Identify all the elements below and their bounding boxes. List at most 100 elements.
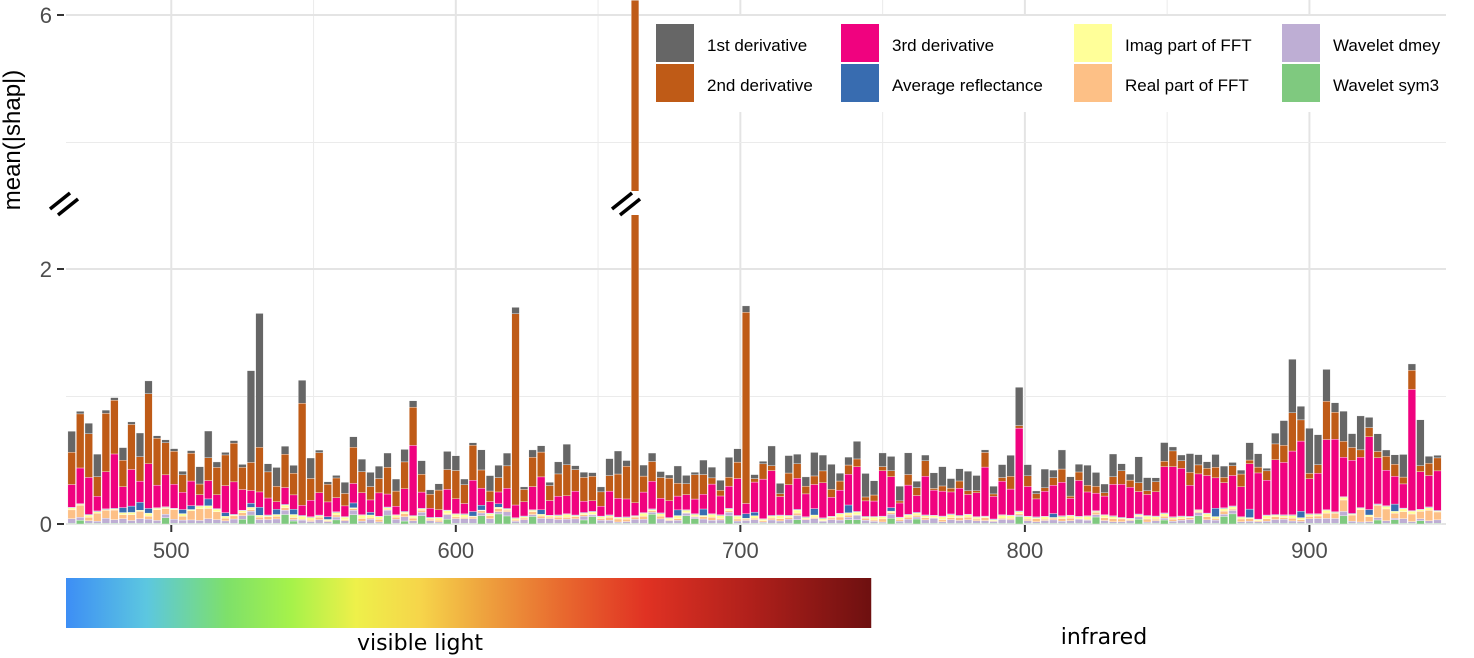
bar-segment xyxy=(844,514,853,518)
bar-segment xyxy=(998,515,1007,519)
bar-segment xyxy=(281,487,290,505)
bar-segment xyxy=(1399,483,1408,509)
bar-segment xyxy=(417,460,426,475)
bar-segment xyxy=(1424,475,1433,508)
bar-segment xyxy=(187,505,196,510)
bar-segment xyxy=(1040,487,1049,492)
bar-segment xyxy=(1424,463,1433,476)
bar-segment xyxy=(904,517,913,520)
bar-segment xyxy=(238,512,247,516)
bar-segment xyxy=(212,461,221,468)
bar-segment xyxy=(1211,519,1220,524)
bar-segment xyxy=(1399,476,1408,485)
bar-segment xyxy=(878,521,887,524)
bar-segment xyxy=(870,516,879,521)
bar-segment xyxy=(699,459,708,475)
bar-segment xyxy=(793,519,802,525)
bar-segment xyxy=(1211,518,1220,521)
bar-segment xyxy=(485,518,494,524)
bar-segment xyxy=(571,465,580,470)
bar-segment xyxy=(153,520,162,524)
bar-segment xyxy=(1382,470,1391,506)
bar-segment xyxy=(1143,518,1152,523)
bar-segment xyxy=(349,447,358,484)
bar-segment xyxy=(1134,456,1143,483)
legend-swatch xyxy=(656,64,694,102)
bar-segment xyxy=(153,435,162,439)
bar-segment xyxy=(622,518,631,522)
bar-segment xyxy=(1262,521,1271,524)
bar-segment xyxy=(750,515,759,519)
bar-segment xyxy=(417,474,426,493)
bar-segment xyxy=(742,513,751,519)
bar-segment xyxy=(349,508,358,511)
bar-segment xyxy=(929,489,938,516)
bar-segment xyxy=(503,511,512,517)
bar-segment xyxy=(1373,517,1382,521)
bar-segment xyxy=(1365,521,1374,524)
bar-segment xyxy=(1151,477,1160,482)
bar-segment xyxy=(1390,519,1399,525)
bar-segment xyxy=(229,442,238,483)
bar-segment xyxy=(1279,517,1288,520)
bar-segment xyxy=(648,452,657,462)
bar-segment xyxy=(614,450,622,475)
bar-segment xyxy=(340,482,349,494)
bar-segment xyxy=(776,520,785,524)
bar-segment xyxy=(503,510,512,513)
bar-segment xyxy=(272,516,281,520)
bar-segment xyxy=(1160,461,1169,467)
bar-segment xyxy=(742,305,751,313)
bar-segment xyxy=(682,513,691,517)
bar-segment xyxy=(1382,508,1391,521)
bar-segment xyxy=(656,515,665,520)
bar-segment xyxy=(221,452,230,456)
bar-segment xyxy=(255,313,264,448)
bar-segment xyxy=(1279,420,1288,446)
bar-segment xyxy=(1305,514,1314,517)
bar-segment xyxy=(1160,519,1169,525)
bar-segment xyxy=(451,498,460,514)
bar-segment xyxy=(451,518,460,524)
bar-segment xyxy=(272,486,281,502)
bar-segment xyxy=(460,484,469,504)
bar-segment xyxy=(545,500,554,516)
bar-segment xyxy=(1032,517,1041,519)
bar-segment xyxy=(323,516,332,520)
bar-segment xyxy=(528,514,537,517)
bar-segment xyxy=(520,489,529,502)
bar-segment xyxy=(998,464,1007,478)
bar-segment xyxy=(776,515,785,519)
bar-segment xyxy=(212,511,221,520)
bar-segment xyxy=(1032,493,1041,500)
bar-segment xyxy=(298,380,307,404)
bar-segment xyxy=(767,515,776,519)
bar-segment xyxy=(1015,427,1024,512)
bar-segment xyxy=(1117,470,1126,485)
bar-segment xyxy=(229,518,238,524)
bar-segment xyxy=(1237,521,1246,524)
bar-segment xyxy=(1109,484,1118,517)
bar-segment xyxy=(426,508,435,518)
x-tick-label: 900 xyxy=(1291,538,1328,563)
bar-segment xyxy=(417,491,426,509)
bar-segment xyxy=(1023,520,1032,524)
bar-segment xyxy=(1262,468,1271,472)
bar-segment xyxy=(1040,520,1049,524)
bar-segment xyxy=(1211,467,1220,479)
bar-segment xyxy=(1424,520,1433,524)
bar-segment xyxy=(912,481,921,488)
bar-segment xyxy=(1185,453,1194,473)
bar-segment xyxy=(1185,517,1194,520)
bar-segment xyxy=(1194,511,1203,513)
bar-segment xyxy=(1168,519,1177,522)
bar-segment xyxy=(520,517,529,520)
bar-segment xyxy=(648,512,657,515)
bar-segment xyxy=(1134,516,1143,520)
bar-segment xyxy=(665,520,674,524)
bar-segment xyxy=(383,467,392,495)
bar-segment xyxy=(981,466,990,517)
legend-swatch xyxy=(841,64,879,102)
bar-segment xyxy=(853,515,862,520)
bar-segment xyxy=(1134,482,1143,492)
